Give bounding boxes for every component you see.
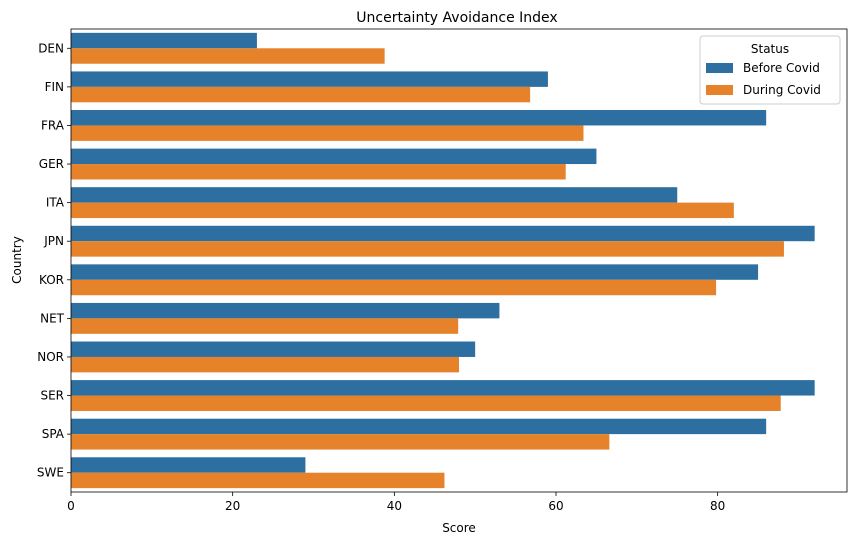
legend-swatch-before-covid: [706, 63, 733, 73]
y-tick-label: SER: [40, 389, 64, 403]
chart-title: Uncertainty Avoidance Index: [356, 10, 557, 26]
legend-box: [699, 35, 841, 105]
bar-during-covid-net: [71, 318, 459, 334]
bar-before-covid-ita: [71, 187, 678, 203]
bar-before-covid-spa: [71, 418, 767, 435]
bar-before-covid-ger: [71, 148, 597, 165]
legend-swatch-during-covid: [706, 85, 733, 95]
y-tick-label: DEN: [38, 41, 64, 55]
y-tick-label: GER: [39, 157, 64, 171]
bar-during-covid-den: [71, 48, 385, 64]
bar-during-covid-swe: [71, 472, 445, 489]
y-tick-label: ITA: [46, 196, 65, 210]
bar-before-covid-ser: [71, 380, 815, 396]
bar-before-covid-fra: [71, 110, 767, 126]
bar-before-covid-kor: [71, 264, 759, 280]
bars-group: [71, 32, 815, 489]
y-tick-label: SWE: [37, 466, 64, 480]
bar-during-covid-nor: [71, 356, 459, 373]
bar-during-covid-fin: [71, 86, 531, 103]
y-tick-label: KOR: [39, 273, 64, 287]
y-tick-label: JPN: [43, 234, 64, 248]
legend-label-during-covid: During Covid: [743, 83, 821, 97]
bar-before-covid-net: [71, 302, 500, 319]
y-tick-label: FRA: [41, 118, 65, 132]
x-tick-label: 60: [548, 499, 563, 513]
x-tick-label: 20: [225, 499, 240, 513]
bar-before-covid-fin: [71, 71, 548, 87]
bar-during-covid-fra: [71, 125, 584, 141]
x-tick-label: 0: [67, 499, 75, 513]
y-tick-label: FIN: [45, 80, 64, 94]
bar-before-covid-swe: [71, 457, 306, 473]
y-axis-title: Country: [10, 236, 24, 284]
bar-before-covid-nor: [71, 341, 476, 357]
bar-during-covid-kor: [71, 279, 717, 296]
bar-during-covid-ita: [71, 202, 734, 219]
x-tick-label: 40: [387, 499, 402, 513]
bar-during-covid-jpn: [71, 241, 784, 257]
bar-before-covid-den: [71, 32, 257, 49]
y-axis-ticks: DEN FIN FRA GER ITA JPN KOR NET NOR SER SPA SWE: [37, 41, 71, 480]
y-tick-label: NOR: [37, 350, 64, 364]
legend-label-before-covid: Before Covid: [743, 61, 820, 75]
x-axis-ticks: 0 20 40 60 80: [67, 492, 725, 513]
y-tick-label: SPA: [42, 427, 65, 441]
legend-title: Status: [751, 42, 789, 56]
bar-during-covid-ser: [71, 395, 781, 411]
x-tick-label: 80: [710, 499, 725, 513]
plot-frame: [70, 28, 848, 493]
bar-during-covid-spa: [71, 434, 610, 450]
bar-before-covid-jpn: [71, 225, 815, 242]
x-axis-title: Score: [442, 521, 476, 535]
y-tick-label: NET: [40, 311, 65, 325]
legend: Status Before Covid During Covid: [699, 35, 841, 105]
bar-during-covid-ger: [71, 164, 566, 180]
